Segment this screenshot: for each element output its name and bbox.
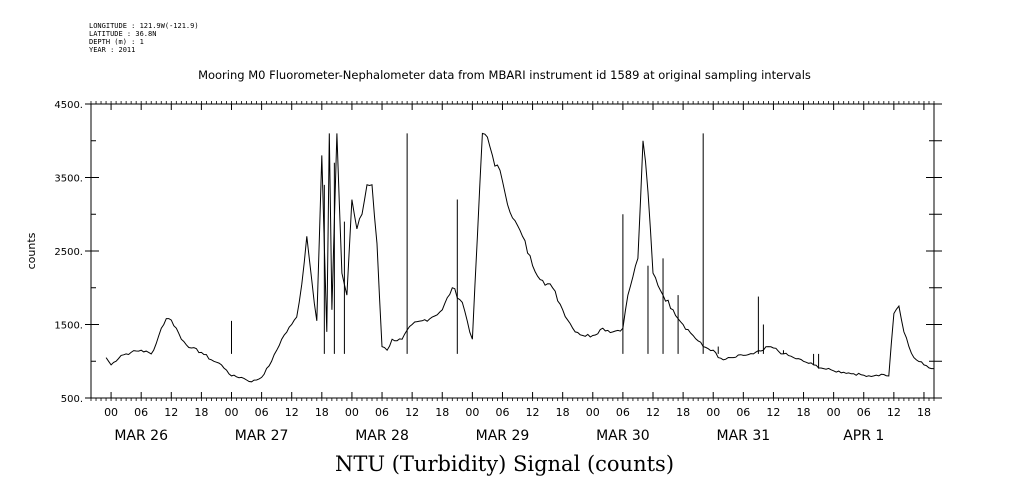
x-hour-label: 12 <box>887 406 901 419</box>
longitude-label: LONGITUDE : 121.9W(-121.9) <box>89 22 199 30</box>
x-axis: 00 06 12 18 MAR 26 00 06 12 18 MAR 27 00 06 12 18 MAR … <box>104 104 931 444</box>
x-hour-label: 00 <box>706 406 720 419</box>
x-hour-label: 12 <box>646 406 660 419</box>
y-axis: 500. 1500. 2500. 3500. 4500. <box>54 100 942 405</box>
x-hour-label: 06 <box>857 406 871 419</box>
chart-title: Mooring M0 Fluorometer-Nephalometer data… <box>198 68 811 82</box>
x-day-label: MAR 29 <box>476 428 530 444</box>
y-tick-label: 3500. <box>54 174 83 185</box>
x-hour-label: 00 <box>225 406 239 419</box>
x-day-label: MAR 26 <box>114 428 168 444</box>
y-tick-label: 500. <box>61 394 83 405</box>
y-axis-title: counts <box>25 232 38 269</box>
x-hour-label: 12 <box>405 406 419 419</box>
x-hour-label: 00 <box>345 406 359 419</box>
x-hour-label: 18 <box>676 406 690 419</box>
x-hour-label: 06 <box>134 406 148 419</box>
plot-border <box>90 103 935 399</box>
depth-label: DEPTH (m) : 1 <box>89 38 144 46</box>
x-hour-label: 18 <box>435 406 449 419</box>
x-hour-label: 18 <box>194 406 208 419</box>
x-hour-label: 12 <box>285 406 299 419</box>
x-hour-label: 18 <box>315 406 329 419</box>
x-hour-label: 00 <box>465 406 479 419</box>
footer-title: NTU (Turbidity) Signal (counts) <box>334 452 675 476</box>
x-hour-label: 18 <box>917 406 931 419</box>
x-hour-label: 12 <box>164 406 178 419</box>
x-hour-label: 06 <box>255 406 269 419</box>
series-line <box>105 132 934 383</box>
x-hour-label: 06 <box>736 406 750 419</box>
plot-frame <box>90 101 935 401</box>
x-hour-label: 00 <box>586 406 600 419</box>
latitude-label: LATITUDE : 36.8N <box>89 30 157 38</box>
x-hour-label: 06 <box>616 406 630 419</box>
x-day-label: MAR 30 <box>596 428 650 444</box>
x-hour-label: 06 <box>375 406 389 419</box>
y-tick-label: 1500. <box>54 321 83 332</box>
x-day-label: MAR 31 <box>716 428 770 444</box>
year-label: YEAR : 2011 <box>89 46 136 54</box>
x-day-label: MAR 28 <box>355 428 409 444</box>
series-group <box>105 132 934 383</box>
metadata-block: LONGITUDE : 121.9W(-121.9) LATITUDE : 36… <box>89 22 199 54</box>
x-day-label: APR 1 <box>843 428 884 444</box>
x-hour-label: 00 <box>104 406 118 419</box>
x-hour-label: 18 <box>797 406 811 419</box>
y-tick-label: 4500. <box>54 100 83 111</box>
x-hour-label: 00 <box>827 406 841 419</box>
x-day-label: MAR 27 <box>235 428 289 444</box>
x-hour-label: 12 <box>766 406 780 419</box>
x-hour-label: 12 <box>526 406 540 419</box>
y-tick-label: 2500. <box>54 247 83 258</box>
x-hour-label: 18 <box>556 406 570 419</box>
x-hour-label: 06 <box>495 406 509 419</box>
